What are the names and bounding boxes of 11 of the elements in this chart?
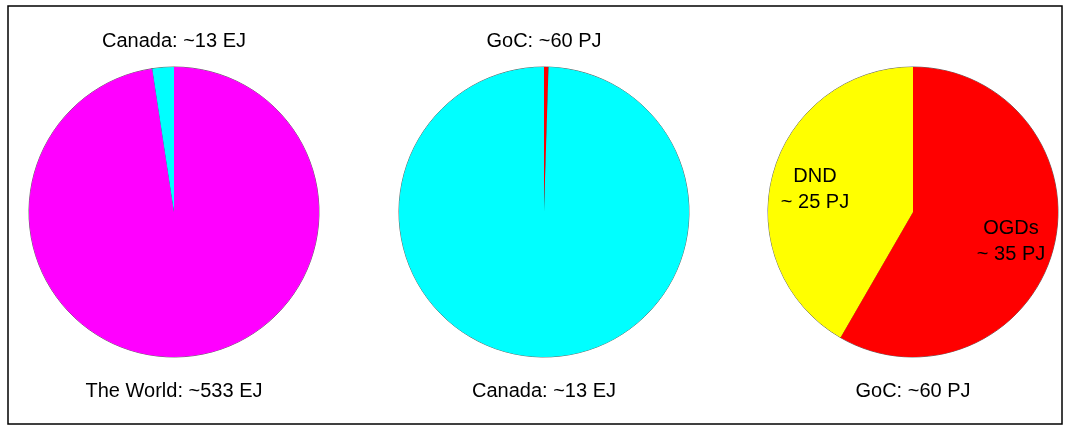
data-label: ~ 25 PJ (780, 189, 850, 212)
text: The World: ~533 EJ (85, 379, 263, 401)
slice-label: GoC: ~60 PJ (486, 29, 602, 51)
text: Canada: ~13 EJ (472, 379, 616, 401)
pie-slice (28, 66, 320, 358)
slice-label: OGDs (983, 216, 1039, 239)
slice-label: Canada: ~13 EJ (102, 29, 246, 51)
pie-slice (398, 66, 690, 358)
slice-label: DND (793, 163, 837, 186)
text: GoC: ~60 PJ (855, 379, 971, 401)
data-label: ~ 35 PJ (976, 242, 1046, 265)
